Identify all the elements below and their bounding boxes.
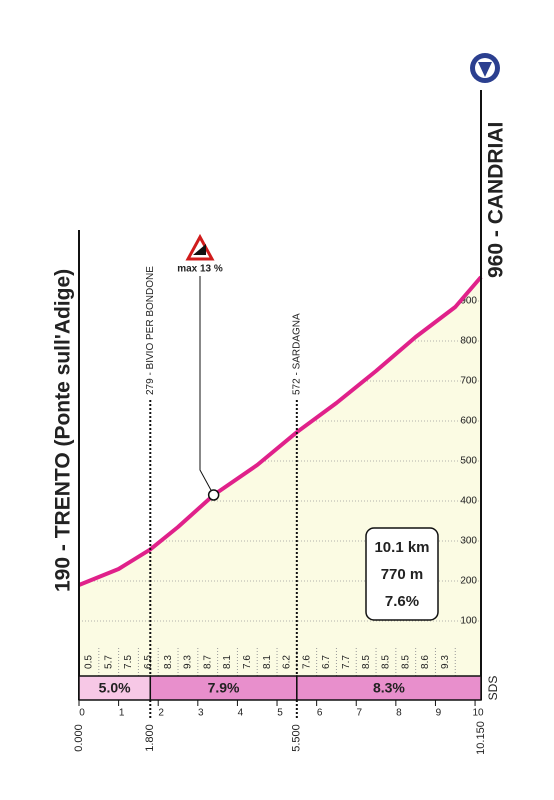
finish-label: 960 - CANDRIAI <box>485 122 508 278</box>
gradient-label: 7.7 <box>341 655 352 669</box>
x-tick-label: 7 <box>356 708 362 719</box>
max-gradient-label: max 13 % <box>177 264 223 275</box>
gradient-section <box>78 675 152 701</box>
start-label: 190 - TRENTO (Ponte sull'Adige) <box>52 269 75 592</box>
y-tick-label: 500 <box>460 456 477 467</box>
y-tick-label: 300 <box>460 536 477 547</box>
summary-line: 770 m <box>381 566 424 583</box>
x-tick-label: 8 <box>396 708 402 719</box>
km-marker-label: 10.150 <box>475 721 487 755</box>
gradient-label: 8.5 <box>361 655 372 669</box>
x-tick-label: 2 <box>158 708 164 719</box>
km-marker-label: 0.000 <box>73 724 85 752</box>
gradient-label: 8.6 <box>420 655 431 669</box>
y-tick-label: 700 <box>460 376 477 387</box>
x-tick-label: 6 <box>317 708 323 719</box>
summary-line: 7.6% <box>385 593 419 610</box>
gradient-label: 6.2 <box>282 655 293 669</box>
summary-box <box>365 527 439 621</box>
gradient-label: 7.6 <box>242 655 253 669</box>
gradient-section <box>296 675 482 701</box>
gradient-label: 8.3 <box>163 655 174 669</box>
x-tick-label: 9 <box>436 708 442 719</box>
x-tick-label: 4 <box>238 708 244 719</box>
gradient-label: 7.5 <box>123 655 134 669</box>
gradient-label: 5.7 <box>103 655 114 669</box>
section-label: 7.9% <box>208 680 240 696</box>
warning-icon-slope <box>193 244 206 255</box>
max-gradient-marker <box>207 489 220 501</box>
gradient-label: 9.3 <box>440 655 451 669</box>
km-marker-label: 5.500 <box>291 724 303 752</box>
gradient-label: 8.5 <box>400 655 411 669</box>
y-tick-label: 200 <box>460 576 477 587</box>
gradient-label: 8.5 <box>381 655 392 669</box>
gradient-label: 8.7 <box>202 655 213 669</box>
max-gradient-pointer <box>199 276 215 496</box>
x-tick-label: 0 <box>79 708 85 719</box>
x-tick-label: 1 <box>119 708 125 719</box>
gradient-label: 6.5 <box>143 655 154 669</box>
gradient-label: 8.1 <box>222 655 233 669</box>
gradient-label: 6.7 <box>321 655 332 669</box>
x-tick-label: 10 <box>472 708 484 719</box>
gradient-section <box>149 675 298 701</box>
source-label: SDS <box>486 676 500 701</box>
gradient-label: 0.5 <box>84 655 95 669</box>
profile-line <box>78 275 483 587</box>
x-tick-label: 5 <box>277 708 283 719</box>
y-tick-label: 800 <box>460 336 477 347</box>
warning-icon <box>185 233 215 261</box>
y-tick-label: 100 <box>460 616 477 627</box>
y-tick-label: 900 <box>460 296 477 307</box>
summary-line: 10.1 km <box>374 539 429 556</box>
gradient-label: 9.3 <box>183 655 194 669</box>
x-tick-label: 3 <box>198 708 204 719</box>
gradient-label: 8.1 <box>262 655 273 669</box>
section-label: 5.0% <box>99 680 131 696</box>
annotation-label: 572 - SARDAGNA <box>291 313 302 395</box>
km-marker-label: 1.800 <box>144 724 156 752</box>
section-label: 8.3% <box>373 680 405 696</box>
y-tick-label: 400 <box>460 496 477 507</box>
annotation-label: 279 - BIVIO PER BONDONE <box>145 266 156 395</box>
gradient-label: 7.6 <box>301 655 312 669</box>
y-tick-label: 600 <box>460 416 477 427</box>
finish-icon-mark <box>478 62 492 77</box>
